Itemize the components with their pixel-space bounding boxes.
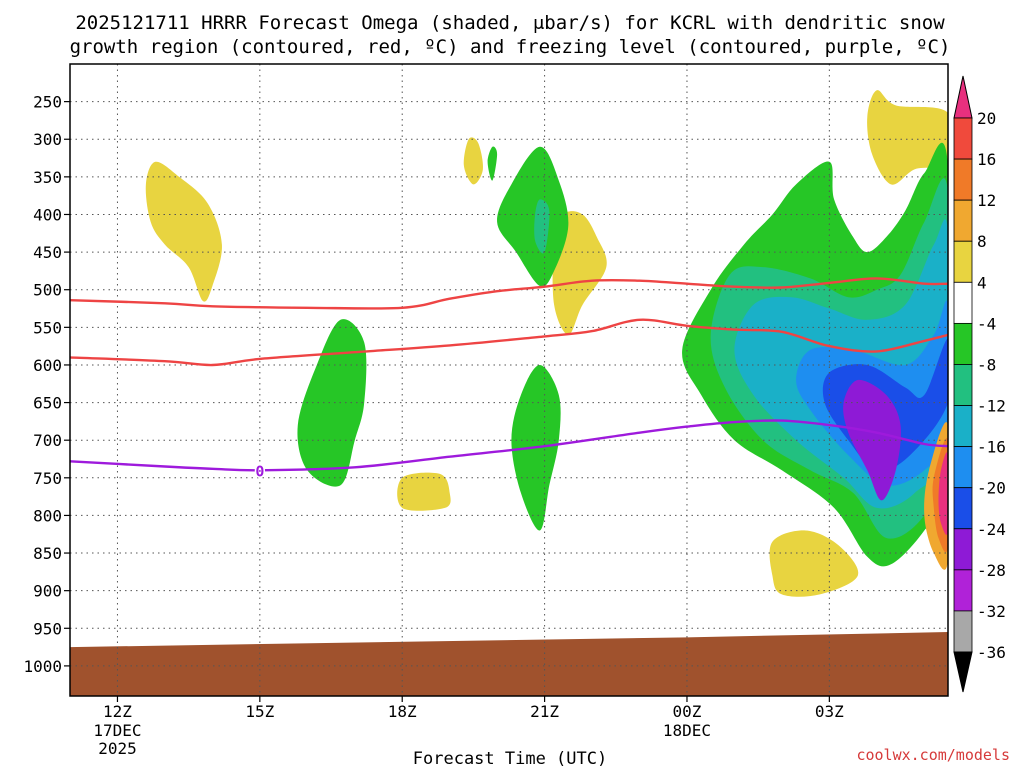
colorbar-segment — [953, 528, 973, 571]
omega-region-6 — [487, 146, 498, 181]
y-tick-label: 750 — [33, 469, 62, 488]
temperature-contours: 0 — [69, 277, 949, 482]
colorbar-segment — [953, 610, 973, 653]
colorbar-top-arrow — [953, 75, 973, 119]
y-tick-label: 800 — [33, 506, 62, 525]
colorbar-label: 12 — [977, 191, 996, 210]
colorbar-segment — [953, 322, 973, 365]
y-tick-label: 550 — [33, 318, 62, 337]
credit-link[interactable]: coolwx.com/models — [856, 746, 1010, 764]
x-tick-label: 12Z — [103, 702, 132, 721]
x-tick-label: 18Z — [388, 702, 417, 721]
colorbar-segment — [953, 117, 973, 160]
colorbar-segment — [953, 199, 973, 242]
chart-title-line1: 2025121711 HRRR Forecast Omega (shaded, … — [75, 12, 945, 34]
y-tick-label: 350 — [33, 168, 62, 187]
x-tick-sublabel: 2025 — [98, 739, 137, 758]
omega-region-1 — [463, 137, 484, 185]
colorbar-bottom-arrow — [953, 651, 973, 693]
x-tick-label: 21Z — [530, 702, 559, 721]
plot-frame — [69, 63, 949, 697]
y-tick-label: 650 — [33, 394, 62, 413]
colorbar-segment — [953, 240, 973, 283]
terrain-fill — [70, 632, 948, 696]
plot-area: 0 — [69, 63, 949, 697]
chart-title-line2: growth region (contoured, red, ºC) and f… — [70, 36, 951, 58]
colorbar-label: -8 — [977, 355, 996, 374]
colorbar-label: 4 — [977, 273, 987, 292]
colorbar-segment — [953, 281, 973, 324]
x-tick-label: 15Z — [245, 702, 274, 721]
colorbar-label: -4 — [977, 314, 996, 333]
x-tick-label: 03Z — [815, 702, 844, 721]
omega-region-5 — [867, 90, 948, 185]
y-tick-label: 400 — [33, 205, 62, 224]
colorbar-segment — [953, 487, 973, 530]
colorbar-segment — [953, 446, 973, 489]
contour-freezing — [69, 419, 949, 472]
colorbar-label: -32 — [977, 602, 1006, 621]
omega-region-3 — [397, 472, 451, 511]
omega-region-7 — [497, 146, 569, 287]
grid-lines — [70, 64, 948, 696]
y-axis-pressure: 250 300 350 400 450 500 550 600 650 700 750 800 850 9… — [23, 93, 70, 676]
colorbar-label: 16 — [977, 150, 996, 169]
y-tick-label: 600 — [33, 356, 62, 375]
colorbar-label: 8 — [977, 232, 987, 251]
y-tick-label: 900 — [33, 582, 62, 601]
colorbar-label: -24 — [977, 520, 1006, 539]
contour-dgz_cold — [69, 277, 949, 310]
y-tick-label: 950 — [33, 619, 62, 638]
colorbar-segment — [953, 364, 973, 406]
y-tick-label: 250 — [33, 93, 62, 112]
x-axis-label: Forecast Time (UTC) — [413, 749, 607, 768]
omega-region-0 — [145, 161, 222, 302]
colorbar-label: -12 — [977, 397, 1006, 416]
colorbar-segment — [953, 569, 973, 612]
terrain-layer — [70, 632, 948, 696]
omega-region-8 — [297, 319, 367, 487]
x-tick-sublabel: 17DEC — [93, 721, 141, 740]
y-tick-label: 850 — [33, 544, 62, 563]
y-tick-label: 500 — [33, 281, 62, 300]
omega-region-19 — [938, 452, 948, 535]
colorbar-label: -20 — [977, 479, 1006, 498]
x-tick-label: 00Z — [673, 702, 702, 721]
colorbar-label: -16 — [977, 438, 1006, 457]
contour-dgz_warm — [69, 318, 949, 367]
colorbar-label: 20 — [977, 109, 996, 128]
colorbar-segment — [953, 158, 973, 201]
colorbar-segment — [953, 405, 973, 448]
omega-region-11 — [534, 199, 550, 254]
colorbar-label: -28 — [977, 561, 1006, 580]
y-tick-label: 1000 — [23, 657, 62, 676]
omega-shading — [145, 90, 948, 597]
omega-region-16 — [843, 379, 901, 501]
colorbar-label: -36 — [977, 643, 1006, 662]
freezing-level-label: 0 — [255, 462, 264, 480]
y-tick-label: 300 — [33, 130, 62, 149]
y-tick-label: 700 — [33, 431, 62, 450]
omega-region-4 — [769, 530, 859, 597]
omega-region-2 — [552, 211, 607, 335]
colorbar: 20 16 12 8 4 -4 -8 -12 -16 -20 -24 -28 -32 -36 — [953, 75, 1006, 693]
x-tick-sublabel: 18DEC — [663, 721, 711, 740]
y-tick-label: 450 — [33, 243, 62, 262]
